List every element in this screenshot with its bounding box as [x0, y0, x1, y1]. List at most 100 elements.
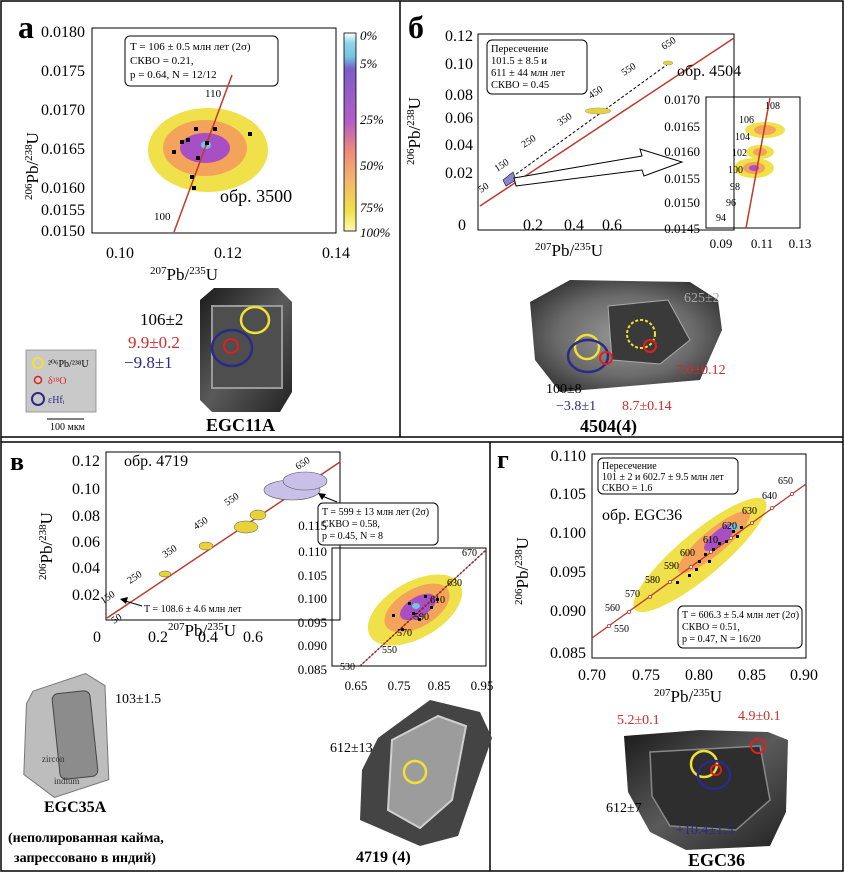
svg-text:250: 250 [126, 569, 145, 586]
tick-label: 0.65 [345, 678, 368, 693]
panel-b-xticks: 0 0.2 0.4 0.6 [458, 217, 622, 234]
tick-label: 0.6 [243, 629, 263, 646]
tick-label: 0.09 [710, 236, 733, 251]
tick-label: 0.0170 [664, 92, 700, 107]
tick-label: 0.13 [789, 236, 812, 251]
panel-c-inset-density [367, 574, 463, 646]
legend-hf: εHfᵢ [48, 395, 65, 406]
svg-text:570: 570 [625, 589, 640, 600]
svg-text:590: 590 [414, 612, 429, 623]
tick-label: 0.110 [298, 544, 327, 559]
tick-label: 0.08 [445, 87, 473, 104]
panel-a-sample: обр. 3500 [220, 186, 292, 206]
panel-c-inset-frame [331, 547, 487, 667]
tick-label: 0.095 [550, 564, 586, 581]
panel-c-info: T = 599 ± 13 млн лет (2σ) СКВО = 0.58, p… [322, 507, 429, 542]
svg-text:630: 630 [447, 578, 462, 589]
svg-text:150: 150 [493, 157, 512, 174]
panel-b-info: Пересечение 101.5 ± 8.5 и 611 ± 44 млн л… [491, 44, 566, 91]
svg-text:640: 640 [762, 491, 777, 502]
grain-o2: 7.0±0.12 [676, 363, 726, 378]
svg-text:560: 560 [605, 603, 620, 614]
panel-d-info2: T = 606.3 ± 5.4 млн лет (2σ) СКВО = 0.51… [682, 610, 799, 645]
tick-label: 0.2 [523, 217, 543, 234]
svg-text:590: 590 [664, 561, 679, 572]
tick-label: 0.10 [445, 56, 473, 73]
tick-label: 0.090 [298, 638, 327, 653]
svg-text:250: 250 [520, 133, 539, 150]
age-label: 110 [205, 88, 222, 100]
panel-c-yticks: 0.12 0.10 0.08 0.06 0.04 0.02 [72, 453, 100, 604]
svg-text:Пересечение: Пересечение [491, 44, 549, 55]
tick-label: 0.095 [298, 615, 327, 630]
tick-label: 0.085 [550, 645, 586, 662]
grain-o2: 4.9±0.1 [738, 709, 781, 724]
panel-b-ylabel: 206Pb/238U [405, 97, 424, 165]
svg-text:108: 108 [765, 101, 780, 112]
svg-text:94: 94 [716, 213, 726, 224]
grain-age: 106±2 [140, 310, 183, 329]
tick-label: 0.08 [72, 508, 100, 525]
tick-label: 0.2 [148, 629, 168, 646]
svg-text:600: 600 [680, 548, 695, 559]
tick-label: 0.0160 [664, 144, 700, 159]
svg-text:350: 350 [161, 543, 180, 560]
tick-label: 0.80 [685, 667, 713, 684]
tick-label: 0.0155 [41, 202, 85, 219]
tick-label: 0.10 [106, 245, 134, 262]
svg-text:p = 0.45, N = 8: p = 0.45, N = 8 [322, 531, 383, 542]
panel-d-xlabel: 207Pb/235U [654, 687, 722, 706]
svg-text:350: 350 [556, 111, 575, 128]
svg-text:СКВО = 0.51,: СКВО = 0.51, [682, 622, 740, 633]
panel-c-inset-yticks: 0.115 0.110 0.105 0.100 0.095 0.090 0.08… [298, 518, 327, 677]
panel-c-ellipses [158, 471, 328, 578]
panel-c-ylabel: 206Pb/238U [37, 512, 56, 580]
panel-a-ylabel: 206Pb/238U [23, 132, 42, 200]
tick-label: 0.0150 [664, 195, 700, 210]
grain-o1: 8.7±0.14 [622, 399, 672, 414]
tick-label: 0.12 [445, 28, 473, 45]
panel-a-points [172, 127, 252, 190]
tick-label: 0.70 [578, 667, 606, 684]
grain-hf: −9.8±1 [124, 353, 173, 372]
tick-label: 0.0150 [41, 223, 85, 240]
panel-b: б 0.12 0.10 0.08 0.06 0.04 0.02 0 0.2 0.… [405, 9, 811, 437]
panel-b-inset-frame [705, 96, 801, 229]
panel-c: в 0.12 0.10 0.08 0.06 0.04 0.02 0 0.2 0.… [8, 447, 493, 866]
tick-label: 0.085 [298, 662, 327, 677]
panel-d-concordia-marks [607, 491, 795, 629]
tick-label: 0.10 [72, 481, 100, 498]
panel-c-inset-age-labels: 670 630 610 590 570 550 530 [340, 548, 477, 673]
svg-text:104: 104 [735, 132, 750, 143]
svg-text:98: 98 [730, 182, 740, 193]
panel-c-letter: в [10, 447, 24, 476]
panel-b-info-box [486, 39, 588, 95]
panel-d-density [633, 497, 767, 613]
svg-text:100%: 100% [360, 225, 391, 240]
grain-note-1: (неполированная кайма, [8, 831, 164, 846]
panel-c-sample: обр. 4719 [124, 453, 188, 470]
svg-text:p = 0.64, N = 12/12: p = 0.64, N = 12/12 [130, 69, 217, 81]
svg-text:50%: 50% [360, 158, 384, 173]
panel-a-yticks: 0.0180 0.0175 0.0170 0.0165 0.0160 0.015… [41, 24, 85, 240]
svg-text:611 ± 44 млн лет: 611 ± 44 млн лет [491, 68, 566, 79]
svg-text:450: 450 [587, 84, 606, 101]
svg-text:СКВО = 1.6: СКВО = 1.6 [602, 483, 652, 494]
panel-d-info-box [597, 457, 739, 495]
tick-label: 0.95 [471, 678, 494, 693]
svg-text:T = 106 ± 0.5 млн лет (2σ): T = 106 ± 0.5 млн лет (2σ) [130, 41, 251, 53]
panel-a-legend [25, 349, 97, 413]
panel-d-sample: обр. EGC36 [602, 507, 682, 524]
svg-text:СКВО = 0.45: СКВО = 0.45 [491, 80, 549, 91]
svg-text:550: 550 [223, 491, 242, 508]
tick-label: 0.0145 [664, 221, 700, 236]
svg-text:650: 650 [778, 476, 793, 487]
grain-age-old: 625±2 [684, 291, 720, 306]
tick-label: 0.02 [72, 587, 100, 604]
panel-b-yticks: 0.12 0.10 0.08 0.06 0.04 0.02 [445, 28, 473, 182]
grain-note-2: запрессовано в индий) [14, 851, 156, 866]
svg-text:106: 106 [739, 115, 754, 126]
tick-label: 0.100 [550, 525, 586, 542]
panel-d-info2-box [677, 605, 803, 649]
